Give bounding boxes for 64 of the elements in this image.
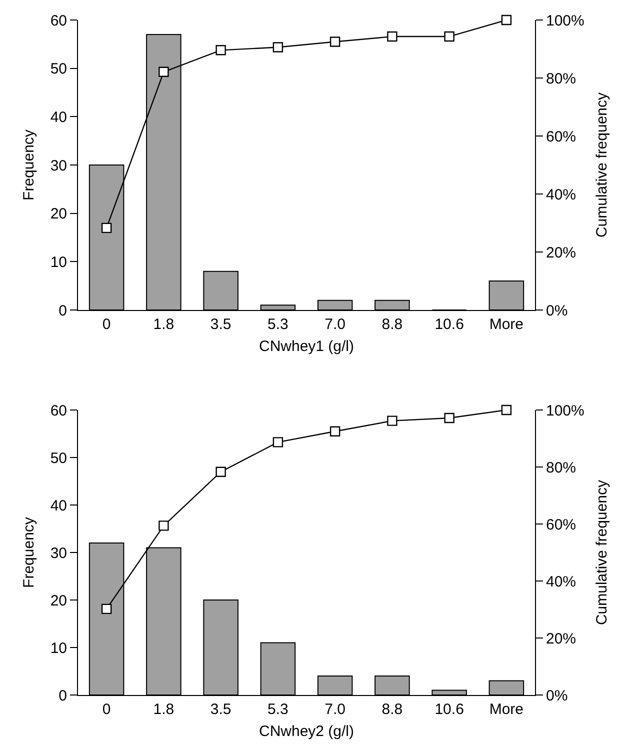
- x-tick-label: 3.5: [210, 701, 232, 718]
- y-axis-title: Frequency: [20, 129, 38, 200]
- point: [387, 416, 398, 426]
- y2-axis-title: Cumulative frequency: [593, 92, 610, 238]
- point: [272, 437, 284, 448]
- x-tick-label: More: [489, 316, 524, 333]
- y2-tick-label: 20%: [546, 630, 576, 648]
- y-tick-label: 0: [58, 687, 67, 704]
- y-tick-label: 20: [50, 592, 67, 610]
- y2-tick-label: 80%: [546, 459, 576, 476]
- y2-tick-label: 0%: [546, 687, 568, 704]
- x-tick-label: 0: [102, 701, 111, 718]
- x-tick-label: 8.8: [382, 316, 403, 333]
- y2-tick-label: 40%: [546, 186, 576, 204]
- y-tick-label: 30: [50, 157, 67, 174]
- point: [444, 31, 454, 42]
- x-axis-title: CNwhey1 (g/l): [258, 338, 354, 355]
- x-tick-label: 8.8: [382, 701, 403, 718]
- y-tick-label: 40: [50, 497, 67, 514]
- point: [330, 426, 340, 436]
- point: [158, 520, 169, 531]
- y-tick-label: 10: [50, 640, 67, 657]
- point: [101, 222, 112, 234]
- x-tick-label: 0: [102, 316, 111, 333]
- x-tick-label: 5.3: [268, 316, 288, 333]
- y2-tick-label: 100%: [546, 402, 584, 420]
- y-tick-label: 10: [50, 254, 67, 271]
- y-tick-label: 30: [50, 544, 67, 562]
- x-tick-label: More: [489, 701, 524, 718]
- x-tick-label: 7.0: [324, 316, 346, 333]
- point: [158, 66, 169, 78]
- y-tick-label: 60: [50, 12, 67, 30]
- y2-tick-label: 0%: [546, 302, 568, 320]
- x-tick-label: 3.5: [210, 316, 232, 333]
- y-tick-label: 0: [58, 302, 67, 320]
- y-tick-label: 50: [50, 450, 67, 467]
- x-tick-label: 1.8: [153, 701, 174, 718]
- point: [330, 36, 340, 47]
- y-tick-label: 40: [50, 108, 67, 126]
- point: [501, 14, 512, 26]
- y2-axis-title: Cumulative frequency: [593, 479, 610, 626]
- point: [216, 45, 226, 56]
- x-tick-label: 1.8: [153, 316, 174, 333]
- point: [444, 412, 454, 424]
- point: [216, 466, 226, 477]
- x-axis-title: CNwhey2 (g/l): [258, 723, 354, 740]
- y2-tick-label: 40%: [546, 573, 576, 590]
- x-tick-label: 5.3: [268, 701, 288, 718]
- point: [501, 404, 512, 416]
- y-tick-label: 50: [50, 60, 67, 78]
- point: [101, 604, 112, 614]
- x-tick-label: 10.6: [434, 316, 464, 333]
- y2-tick-label: 20%: [546, 244, 576, 262]
- y-axis-title: Frequency: [20, 516, 38, 588]
- y-tick-label: 20: [50, 206, 67, 223]
- y2-tick-label: 60%: [546, 516, 576, 534]
- point: [272, 42, 284, 52]
- point: [387, 31, 398, 42]
- y2-tick-label: 100%: [546, 12, 584, 30]
- y-tick-label: 60: [50, 402, 67, 420]
- x-tick-label: 7.0: [324, 701, 346, 718]
- y2-tick-label: 80%: [546, 70, 576, 88]
- x-tick-label: 10.6: [434, 701, 464, 718]
- y2-tick-label: 60%: [546, 128, 576, 146]
